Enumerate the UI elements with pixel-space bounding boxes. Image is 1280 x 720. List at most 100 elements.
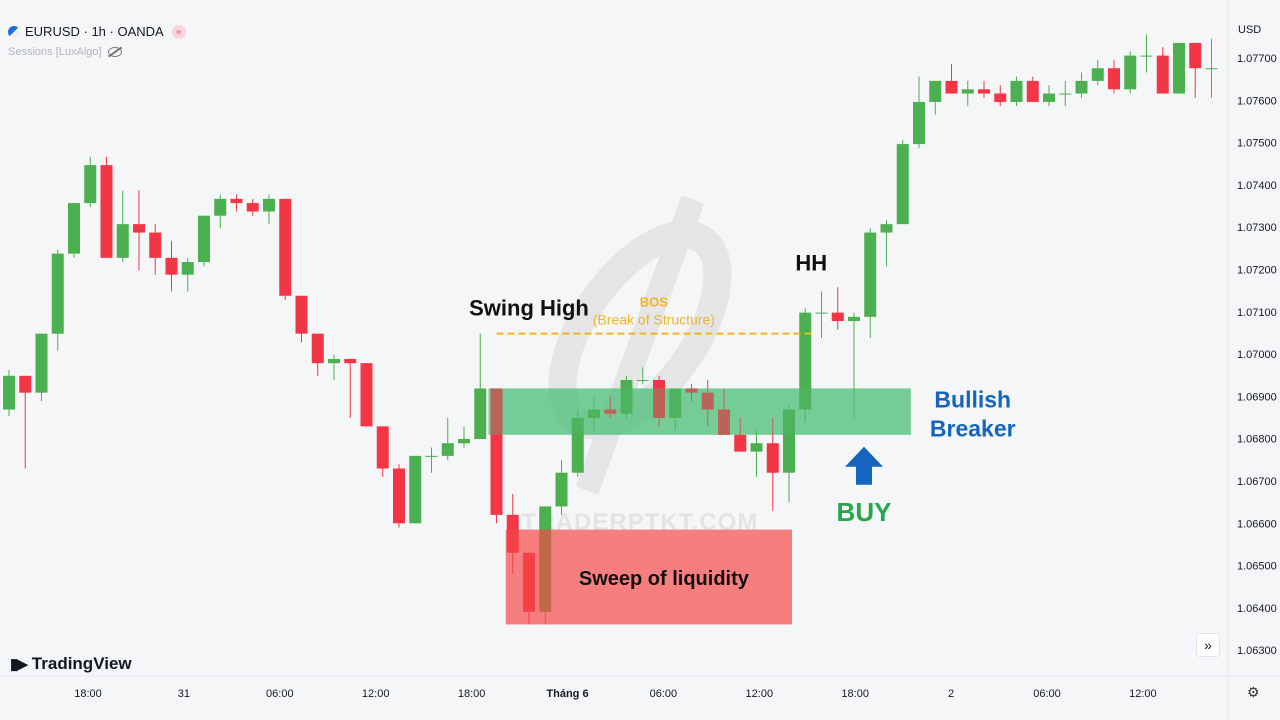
candle-body	[165, 257, 178, 275]
candle-body	[588, 409, 600, 418]
price-tick-label: 1.06800	[1237, 434, 1277, 446]
candle-body	[978, 89, 990, 94]
candle-body	[328, 358, 340, 364]
time-tick-label: 06:00	[1033, 688, 1061, 700]
bullish-breaker-zone	[488, 388, 911, 435]
price-tick-label: 1.07100	[1237, 307, 1277, 319]
price-tick-label: 1.06900	[1237, 391, 1277, 403]
candle-body	[685, 388, 698, 393]
sweep-of-liquidity-label: Sweep of liquidity	[579, 568, 750, 590]
candle-body	[474, 388, 487, 440]
candle-body	[149, 232, 162, 258]
time-tick-label: 06:00	[266, 688, 294, 700]
candle-body	[734, 434, 747, 452]
price-tick-label: 1.07200	[1237, 265, 1277, 277]
candle-body	[344, 358, 357, 364]
price-tick-label: 1.06400	[1237, 603, 1277, 615]
candle-body	[636, 380, 649, 382]
swing-high-label: Swing High	[469, 296, 589, 321]
candle-body	[880, 224, 893, 233]
candle-body	[100, 165, 113, 258]
indicator-label: Sessions [LuxAlgo]	[8, 46, 102, 58]
candle-body	[84, 165, 97, 204]
bullish-breaker-overlay	[488, 388, 911, 435]
price-tick-label: 1.07400	[1237, 180, 1277, 192]
candle-body	[246, 203, 259, 212]
candle-body	[311, 333, 324, 364]
symbol-label[interactable]: EURUSD · 1h · OANDA	[25, 24, 164, 39]
candle-body	[783, 409, 795, 473]
candle-body	[555, 472, 568, 507]
candle-body	[425, 455, 438, 457]
price-tick-label: 1.06500	[1237, 561, 1277, 573]
price-tick-label: 1.06700	[1237, 476, 1277, 488]
candle-body	[1140, 55, 1153, 57]
candle-body	[1043, 93, 1055, 102]
candle-body	[1091, 68, 1104, 81]
candle-body	[1010, 80, 1023, 102]
tv-logo-icon: ▮▶	[10, 656, 28, 673]
candle-body	[653, 380, 665, 418]
time-tick-label: 18:00	[74, 688, 102, 700]
time-tick-label: 12:00	[362, 688, 390, 700]
time-tick-label: 18:00	[841, 688, 869, 700]
candle-body	[116, 224, 129, 258]
candle-body	[864, 232, 877, 317]
time-tick-label: 06:00	[650, 688, 678, 700]
candle-body	[230, 198, 243, 204]
candle-body	[3, 375, 15, 410]
hidden-eye-icon[interactable]	[107, 47, 122, 57]
time-tick-label: 31	[178, 688, 190, 700]
candle-body	[1108, 68, 1120, 90]
candle-body	[181, 262, 194, 275]
time-tick-label: 18:00	[458, 688, 486, 700]
candle-body	[604, 409, 617, 414]
candle-body	[831, 312, 844, 322]
candle-body	[360, 363, 373, 427]
chart-header: EURUSD · 1h · OANDA ≈	[8, 24, 186, 39]
candle-body	[490, 388, 503, 515]
candle-body	[19, 375, 32, 393]
candle-body	[1189, 42, 1202, 69]
time-tick-label: Tháng 6	[546, 688, 588, 700]
candle-body	[799, 312, 812, 410]
price-tick-label: 1.06600	[1237, 518, 1277, 530]
settings-gear-icon[interactable]: ⚙	[1247, 684, 1260, 700]
brand-label: TradingView	[31, 654, 132, 673]
candle-body	[929, 80, 942, 102]
candle-body	[214, 198, 227, 216]
candle-body	[913, 101, 925, 145]
candle-body	[1124, 55, 1137, 90]
time-tick-label: 2	[948, 688, 954, 700]
tradingview-logo[interactable]: ▮▶ TradingView	[10, 654, 132, 674]
scroll-to-realtime-button[interactable]: »	[1196, 633, 1220, 657]
liquidity-sweep-zone	[505, 529, 792, 625]
candle-body	[848, 316, 860, 322]
candle-body	[133, 224, 145, 233]
time-tick-label: 12:00	[746, 688, 774, 700]
candle-body	[458, 439, 470, 444]
bos-label: BOS	[640, 295, 669, 310]
candle-body	[766, 443, 779, 473]
bullish-breaker-label-line2: Breaker	[930, 416, 1016, 442]
market-status-icon[interactable]: ≈	[171, 24, 186, 39]
candle-body	[669, 388, 682, 418]
bos-sub-label: (Break of Structure)	[593, 312, 715, 328]
price-tick-label: 1.06300	[1237, 645, 1277, 657]
candle-body	[51, 253, 64, 334]
candle-body	[750, 443, 763, 452]
candle-body	[701, 392, 714, 410]
candle-body	[1156, 55, 1169, 94]
currency-label[interactable]: USD	[1238, 24, 1262, 36]
bullish-breaker-label-line1: Bullish	[934, 387, 1011, 413]
candle-body	[896, 144, 909, 225]
candle-body	[35, 333, 48, 393]
indicator-legend[interactable]: Sessions [LuxAlgo]	[8, 46, 122, 58]
candle-body	[393, 468, 405, 524]
candle-body	[620, 380, 633, 414]
candle-body	[815, 312, 828, 314]
candle-body	[279, 198, 292, 296]
candle-body	[1026, 80, 1039, 102]
candle-body	[376, 426, 389, 469]
